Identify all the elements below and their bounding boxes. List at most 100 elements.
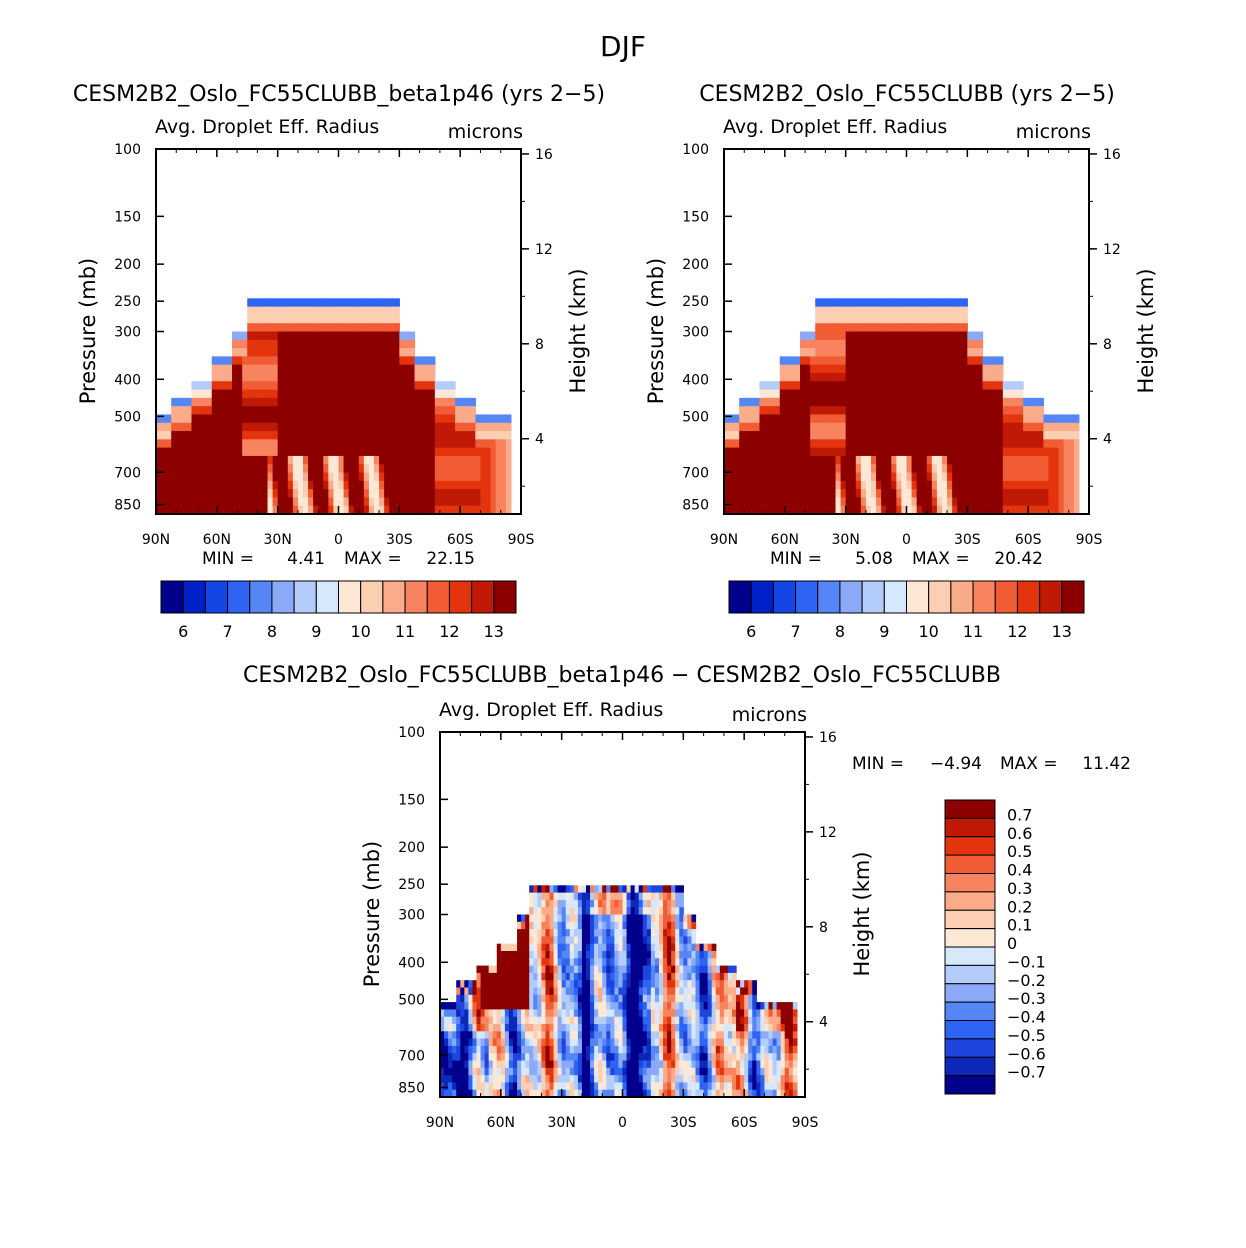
colorbar-swatch <box>338 580 362 614</box>
field-cell <box>485 439 492 449</box>
field-cell <box>634 951 640 959</box>
field-cell <box>333 306 340 316</box>
field-cell <box>650 1075 656 1083</box>
field-cell <box>577 1024 583 1032</box>
field-cell <box>952 381 958 391</box>
field-cell <box>835 455 842 465</box>
field-cell <box>759 381 766 391</box>
field-cell <box>226 447 233 457</box>
field-cell <box>805 489 811 499</box>
field-cell <box>373 331 380 341</box>
field-cell <box>626 1082 632 1091</box>
field-cell <box>525 994 530 1003</box>
field-cell <box>338 406 345 416</box>
field-cell <box>480 505 487 515</box>
field-cell <box>470 447 476 457</box>
field-cell <box>221 397 228 407</box>
field-cell <box>659 1089 664 1098</box>
field-cell <box>573 1024 579 1032</box>
field-cell <box>176 397 182 407</box>
field-cell <box>977 422 984 432</box>
field-cell <box>810 356 816 366</box>
field-cell <box>500 422 507 432</box>
field-cell <box>333 323 340 333</box>
field-cell <box>957 323 963 333</box>
field-cell <box>573 951 579 959</box>
field-cell <box>659 1031 664 1040</box>
field-cell <box>586 892 591 901</box>
field-cell <box>541 1016 547 1025</box>
field-cell <box>211 397 218 407</box>
field-cell <box>262 422 269 432</box>
field-cell <box>626 1016 632 1025</box>
field-cell <box>855 397 862 407</box>
field-cell <box>840 489 847 499</box>
field-cell <box>982 497 989 507</box>
field-cell <box>475 447 482 457</box>
field-cell <box>638 1038 644 1047</box>
field-cell <box>724 422 730 432</box>
field-cell <box>810 497 816 507</box>
field-cell <box>465 447 471 457</box>
field-cell <box>760 1067 766 1076</box>
colorbar-swatch <box>1039 580 1063 614</box>
field-cell <box>488 1045 494 1054</box>
field-cell <box>492 1082 498 1091</box>
field-cell <box>348 447 355 457</box>
field-cell <box>201 381 208 391</box>
field-cell <box>490 489 497 499</box>
field-cell <box>452 1009 457 1018</box>
field-cell <box>292 314 299 324</box>
field-cell <box>840 505 847 515</box>
field-cell <box>972 414 979 424</box>
field-cell <box>348 356 355 366</box>
field-cell <box>972 397 979 407</box>
field-cell <box>186 397 193 407</box>
field-cell <box>610 958 615 967</box>
field-cell <box>508 1060 514 1069</box>
field-cell <box>470 464 476 474</box>
field-cell <box>952 497 958 507</box>
field-cell <box>389 339 395 349</box>
field-cell <box>472 1075 478 1083</box>
field-cell <box>896 414 903 424</box>
field-cell <box>1018 381 1024 391</box>
field-cell <box>1033 406 1039 416</box>
field-cell <box>805 381 811 391</box>
field-cell <box>456 1038 461 1047</box>
field-cell <box>830 298 837 308</box>
x-tick-label: 90N <box>142 532 170 548</box>
field-cell <box>982 439 989 449</box>
field-cell <box>590 899 595 908</box>
field-cell <box>456 980 461 989</box>
colorbar-label: 8 <box>835 622 845 641</box>
field-cell <box>460 994 465 1003</box>
field-cell <box>384 447 390 457</box>
field-cell <box>549 1075 555 1083</box>
field-cell <box>840 364 847 374</box>
field-cell <box>450 414 456 424</box>
field-cell <box>460 1031 465 1040</box>
field-cell <box>1068 464 1075 474</box>
field-cell <box>736 1009 741 1018</box>
field-cell <box>529 1082 534 1091</box>
field-cell <box>749 489 756 499</box>
field-cell <box>947 381 953 391</box>
field-cell <box>1028 505 1034 515</box>
field-cell <box>434 472 441 482</box>
field-cell <box>262 348 269 357</box>
field-cell <box>237 472 243 482</box>
field-cell <box>308 455 314 465</box>
field-cell <box>779 439 786 449</box>
field-cell <box>911 439 918 449</box>
field-cell <box>654 1009 660 1018</box>
field-cell <box>896 497 903 507</box>
field-cell <box>272 306 279 316</box>
field-cell <box>429 414 436 424</box>
field-cell <box>470 472 476 482</box>
field-cell <box>967 497 973 507</box>
field-cell <box>711 994 717 1003</box>
field-cell <box>404 356 411 366</box>
field-cell <box>444 1060 449 1069</box>
field-cell <box>921 422 928 432</box>
